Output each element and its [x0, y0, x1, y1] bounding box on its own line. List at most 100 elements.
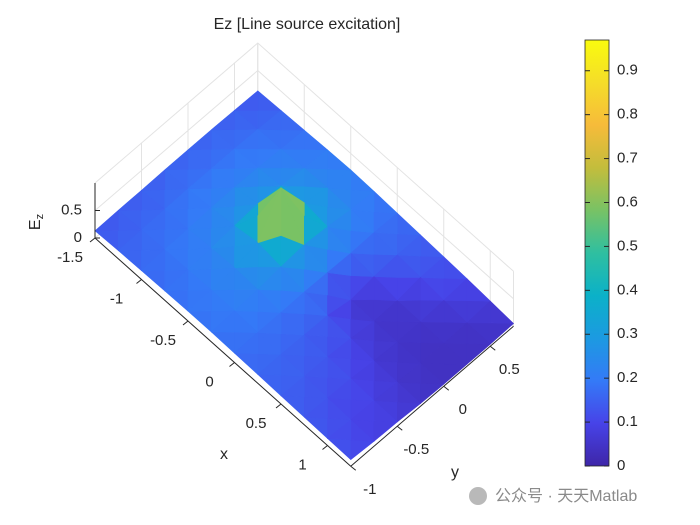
surface-facet [396, 277, 421, 302]
surface-facet [303, 315, 328, 337]
surface-facet [164, 149, 189, 171]
z-tick-label: 0 [74, 229, 82, 246]
surface-facet [443, 256, 468, 280]
watermark: 公众号 · 天天Matlab [495, 487, 637, 505]
surface-facet [141, 249, 166, 272]
surface-facet [141, 209, 166, 231]
surface-facet [280, 291, 305, 315]
surface-facet [187, 129, 212, 151]
surface-facet [327, 378, 352, 400]
x-tick-label: 0.5 [246, 415, 267, 432]
colorbar-tick-label: 0.6 [617, 193, 638, 210]
surface [94, 90, 514, 460]
surface-facet [327, 149, 352, 171]
chart-title: Ez [Line source excitation] [214, 16, 401, 33]
surface-facet [164, 228, 189, 250]
surface-facet [466, 278, 491, 302]
surface-facet [257, 354, 282, 376]
y-tick-label: -1 [363, 481, 376, 498]
surface-facet [257, 90, 282, 111]
y-axis-line [350, 325, 514, 467]
surface-facet [327, 299, 352, 320]
surface-facet [396, 212, 421, 236]
y-tick [443, 385, 450, 391]
surface-facet [466, 300, 491, 324]
surface-facet [350, 191, 375, 212]
surface-facet [420, 382, 445, 404]
surface-facet [257, 110, 282, 131]
surface-facet [118, 229, 142, 251]
surface-facet [303, 187, 328, 208]
surface-facet [234, 129, 259, 150]
y-tick-label: -0.5 [403, 441, 429, 458]
surface-facet [443, 363, 468, 385]
colorbar-tick-label: 0.5 [617, 237, 638, 254]
surface-facet [118, 249, 142, 272]
surface-facet [164, 269, 189, 292]
surface-facet [373, 381, 398, 403]
surface-facet [396, 362, 421, 384]
y-tick [489, 345, 496, 351]
surface-facet [396, 234, 421, 257]
surface-facet [489, 322, 514, 345]
colorbar-tick-label: 0.2 [617, 369, 638, 386]
x-tick-label: -1 [110, 290, 123, 307]
surface-cell [234, 167, 282, 205]
surface-facet [327, 169, 352, 190]
surface-facet [211, 310, 235, 333]
x-axis-line [94, 237, 352, 467]
surface-facet [211, 331, 235, 354]
x-tick-label: -0.5 [150, 332, 176, 349]
surface-facet [303, 129, 328, 151]
surface-facet [373, 300, 398, 322]
surface-facet [303, 149, 328, 170]
colorbar [584, 39, 610, 467]
surface-facet [280, 244, 305, 270]
surface-facet [373, 212, 398, 235]
y-tick [396, 425, 403, 431]
surface-facet [373, 341, 398, 363]
surface-facet [187, 247, 212, 271]
surface-facet [280, 334, 305, 356]
surface-facet [257, 187, 282, 244]
surface-facet [141, 169, 166, 191]
surface-facet [443, 322, 468, 344]
surface-facet [187, 310, 212, 333]
axes: -1.5 -1 -0.5 0 0.5 1 -1 -0.5 0 0.5 0 0.5 [57, 183, 520, 498]
surface-facet [350, 232, 375, 255]
surface-cell [420, 342, 468, 385]
surface-facet [164, 290, 189, 312]
surface-facet [141, 269, 166, 292]
x-tick-label: 1 [298, 456, 306, 473]
surface-facet [350, 320, 375, 342]
x-tick [136, 279, 142, 284]
surface-facet [234, 90, 259, 111]
surface-cell [327, 419, 375, 460]
surface-facet [211, 148, 235, 170]
x-tick [229, 362, 235, 367]
surface-facet [303, 272, 328, 296]
surface-facet [303, 356, 328, 378]
surface-facet [350, 276, 375, 301]
surface-facet [373, 254, 398, 278]
surface-cell [303, 397, 352, 439]
surface-facet [350, 169, 375, 192]
surface-cell [187, 289, 235, 333]
x-axis-label: x [220, 446, 228, 463]
y-axis-label: y [451, 464, 459, 481]
surface-facet [350, 360, 375, 381]
colorbar-tick-label: 0.4 [617, 281, 638, 298]
surface-facet [257, 374, 282, 397]
surface-facet [234, 289, 259, 312]
colorbar-tick-label: 0.9 [617, 62, 638, 79]
surface-facet [187, 289, 212, 312]
surface-facet [350, 400, 375, 422]
z-axis-label: Ez [27, 214, 46, 230]
surface-facet [280, 187, 305, 216]
surface-cell [303, 315, 352, 358]
surface-facet [420, 256, 445, 279]
surface-facet [280, 110, 305, 131]
surface-facet [234, 352, 259, 375]
surface-facet [327, 252, 352, 276]
surface-facet [280, 167, 305, 187]
